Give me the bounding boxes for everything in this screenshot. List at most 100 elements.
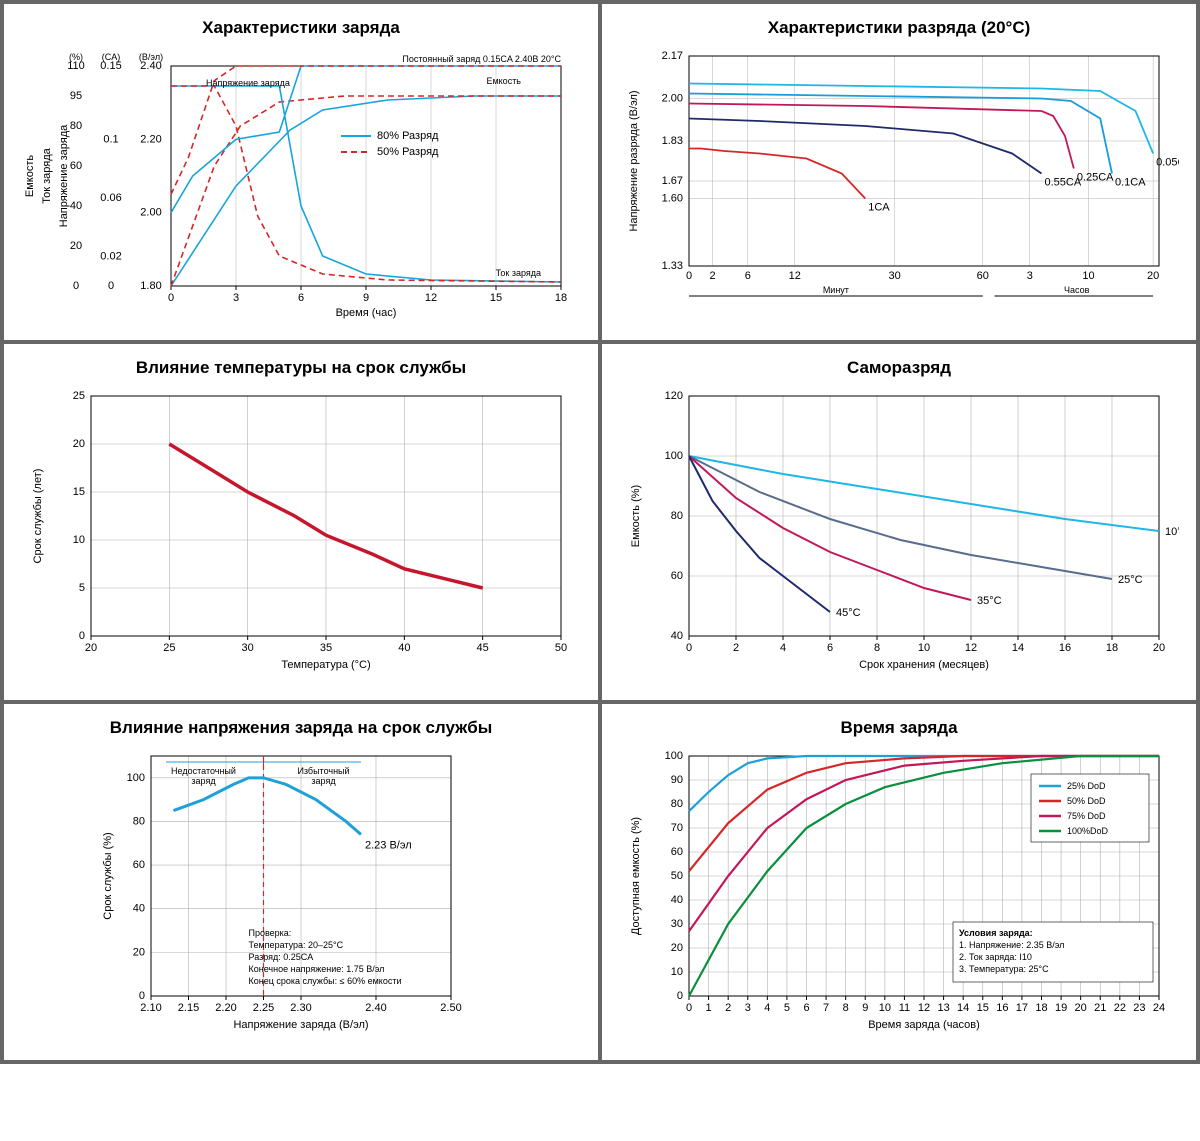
svg-text:20: 20 (1075, 1002, 1087, 1014)
svg-text:9: 9 (363, 292, 369, 304)
svg-text:11: 11 (899, 1002, 910, 1014)
svg-text:14: 14 (1012, 642, 1024, 654)
svg-text:Срок хранения (месяцев): Срок хранения (месяцев) (859, 659, 989, 671)
svg-text:13: 13 (937, 1002, 949, 1014)
svg-text:1.83: 1.83 (662, 135, 683, 147)
svg-text:20: 20 (1153, 642, 1165, 654)
svg-text:2.00: 2.00 (662, 93, 683, 105)
svg-text:90: 90 (671, 774, 683, 786)
svg-text:Минут: Минут (823, 285, 849, 295)
svg-text:23: 23 (1133, 1002, 1145, 1014)
svg-text:6: 6 (803, 1002, 809, 1014)
chart-charge-time: 0123456789101112131415161718192021222324… (619, 746, 1179, 1046)
svg-text:0.02: 0.02 (100, 251, 121, 263)
svg-text:Емкость: Емкость (24, 155, 36, 197)
svg-text:0: 0 (73, 280, 79, 292)
svg-text:10: 10 (918, 642, 930, 654)
svg-text:20: 20 (70, 240, 82, 252)
svg-text:7: 7 (823, 1002, 829, 1014)
svg-text:45°C: 45°C (836, 607, 861, 619)
svg-text:Напряжение заряда (В/эл): Напряжение заряда (В/эл) (233, 1019, 368, 1031)
svg-text:Постоянный заряд 0.15CA 2.40В: Постоянный заряд 0.15CA 2.40В 20°C (402, 54, 561, 64)
svg-text:17: 17 (1016, 1002, 1028, 1014)
svg-text:1.67: 1.67 (662, 175, 683, 187)
svg-text:12: 12 (425, 292, 437, 304)
svg-text:12: 12 (965, 642, 977, 654)
svg-text:60: 60 (671, 570, 683, 582)
svg-text:0: 0 (686, 270, 692, 282)
svg-text:60: 60 (70, 160, 82, 172)
panel-title: Саморазряд (612, 358, 1186, 378)
svg-text:100: 100 (665, 450, 683, 462)
svg-text:30: 30 (242, 642, 254, 654)
svg-text:0.05CA: 0.05CA (1156, 157, 1179, 169)
chart-temp-life: 202530354045500510152025Температура (°C)… (21, 386, 581, 686)
svg-text:35°C: 35°C (977, 595, 1002, 607)
svg-text:0: 0 (686, 1002, 692, 1014)
svg-text:50% Разряд: 50% Разряд (377, 146, 439, 158)
svg-text:0: 0 (168, 292, 174, 304)
svg-text:20: 20 (85, 642, 97, 654)
svg-text:18: 18 (1035, 1002, 1047, 1014)
svg-text:80: 80 (671, 510, 683, 522)
svg-text:10°C: 10°C (1165, 526, 1179, 538)
svg-text:5: 5 (784, 1002, 790, 1014)
svg-text:0.25CA: 0.25CA (1077, 172, 1114, 184)
panel-discharge: Характеристики разряда (20°C) 1.331.601.… (600, 2, 1198, 342)
svg-text:25: 25 (163, 642, 175, 654)
panel-title: Характеристики разряда (20°C) (612, 18, 1186, 38)
svg-text:19: 19 (1055, 1002, 1067, 1014)
svg-text:18: 18 (555, 292, 567, 304)
svg-text:10: 10 (73, 534, 85, 546)
panel-temp-life: Влияние температуры на срок службы 20253… (2, 342, 600, 702)
svg-text:50: 50 (555, 642, 567, 654)
svg-text:2.25: 2.25 (253, 1002, 274, 1014)
svg-text:2.00: 2.00 (140, 207, 161, 219)
svg-text:9: 9 (862, 1002, 868, 1014)
svg-text:14: 14 (957, 1002, 969, 1014)
svg-text:3: 3 (233, 292, 239, 304)
svg-text:заряд: заряд (311, 776, 336, 786)
svg-text:1.80: 1.80 (140, 280, 161, 292)
svg-text:Напряжение разряда (В/эл): Напряжение разряда (В/эл) (628, 90, 640, 231)
svg-text:80% Разряд: 80% Разряд (377, 130, 439, 142)
svg-text:0.06: 0.06 (100, 192, 121, 204)
svg-text:30: 30 (889, 270, 901, 282)
svg-text:8: 8 (843, 1002, 849, 1014)
panel-title: Характеристики заряда (14, 18, 588, 38)
svg-text:40: 40 (70, 200, 82, 212)
svg-text:12: 12 (789, 270, 801, 282)
svg-text:20: 20 (73, 438, 85, 450)
svg-text:60: 60 (671, 846, 683, 858)
svg-text:Разряд: 0.25CA: Разряд: 0.25CA (249, 952, 314, 962)
chart-discharge: 1.331.601.671.832.002.1702612306031020Ми… (619, 46, 1179, 326)
svg-text:70: 70 (671, 822, 683, 834)
svg-text:3: 3 (1027, 270, 1033, 282)
panel-self-discharge: Саморазряд 02468101214161820406080100120… (600, 342, 1198, 702)
svg-text:35: 35 (320, 642, 332, 654)
chart-grid: Характеристики заряда 0369121518Время (ч… (0, 0, 1200, 1064)
svg-text:Время заряда (часов): Время заряда (часов) (868, 1019, 980, 1031)
svg-text:Температура: 20–25°C: Температура: 20–25°C (249, 940, 344, 950)
svg-text:0.15: 0.15 (100, 60, 121, 72)
svg-text:6: 6 (298, 292, 304, 304)
svg-text:заряд: заряд (191, 776, 216, 786)
svg-text:Недостаточный: Недостаточный (171, 766, 236, 776)
svg-text:2.23 В/эл: 2.23 В/эл (365, 840, 412, 852)
svg-text:2.17: 2.17 (662, 50, 683, 62)
svg-text:Время (час): Время (час) (336, 307, 397, 319)
svg-text:Проверка:: Проверка: (249, 928, 292, 938)
svg-text:Емкость: Емкость (486, 76, 521, 86)
svg-text:2.15: 2.15 (178, 1002, 199, 1014)
svg-text:6: 6 (745, 270, 751, 282)
svg-text:1. Напряжение: 2.35 В/эл: 1. Напряжение: 2.35 В/эл (959, 940, 1064, 950)
svg-text:10: 10 (879, 1002, 891, 1014)
svg-text:100%DoD: 100%DoD (1067, 826, 1109, 836)
svg-text:0: 0 (139, 990, 145, 1002)
svg-text:100: 100 (127, 772, 145, 784)
svg-text:Конечное напряжение: 1.75 В/эл: Конечное напряжение: 1.75 В/эл (249, 964, 385, 974)
chart-volt-life: 2.102.152.202.252.302.402.50020406080100… (21, 746, 581, 1046)
svg-text:1.33: 1.33 (662, 260, 683, 272)
svg-text:2.20: 2.20 (215, 1002, 236, 1014)
svg-text:Напряжение заряда: Напряжение заряда (206, 78, 290, 88)
